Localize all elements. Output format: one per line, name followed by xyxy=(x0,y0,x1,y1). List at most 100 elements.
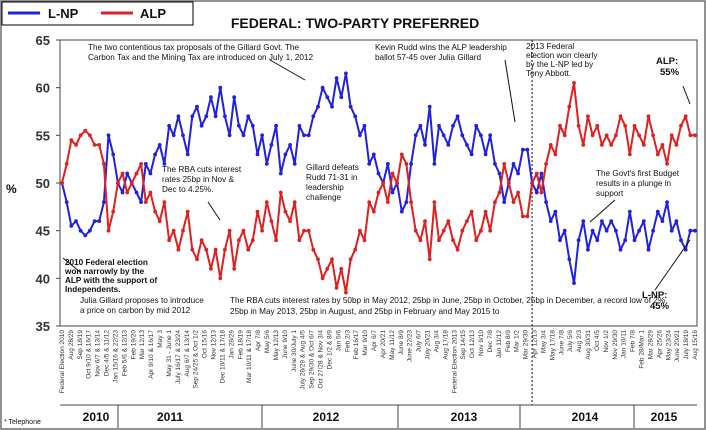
data-point-alp xyxy=(409,200,413,205)
data-point-alp xyxy=(246,247,251,252)
data-point-alp xyxy=(399,152,404,157)
data-point-lnp xyxy=(409,162,413,166)
data-point-lnp xyxy=(213,114,218,119)
data-point-alp xyxy=(674,143,679,147)
x-tick-label: May 3 xyxy=(157,330,164,348)
x-tick-label: Jan 5/6 xyxy=(335,330,342,352)
data-point-lnp xyxy=(218,85,223,90)
data-point-alp xyxy=(520,214,525,219)
data-point-lnp xyxy=(162,162,167,166)
data-point-alp xyxy=(534,171,539,176)
data-point-lnp xyxy=(646,247,651,252)
data-point-lnp xyxy=(227,133,232,138)
data-point-alp xyxy=(446,219,451,224)
annotation-rba-2013-2015: 25bp in May 2013, 25bp in August, and 25… xyxy=(230,307,500,316)
y-tick-label: 35 xyxy=(36,319,50,334)
data-point-lnp xyxy=(404,200,409,205)
x-tick-label: Aug 30/31 xyxy=(585,330,592,360)
data-point-alp xyxy=(64,162,69,166)
data-point-alp xyxy=(358,228,362,233)
data-point-lnp xyxy=(446,143,451,147)
data-point-lnp xyxy=(618,247,623,252)
legend-box xyxy=(1,1,194,26)
data-point-lnp xyxy=(604,228,609,233)
data-point-alp xyxy=(641,143,646,147)
data-point-alp xyxy=(306,228,311,233)
annotation-rudd-wins: Kevin Rudd wins the ALP leadership ballo… xyxy=(375,43,509,62)
data-point-alp xyxy=(367,200,372,205)
data-point-alp xyxy=(162,200,167,205)
data-point-alp xyxy=(344,290,348,295)
x-tick-label: Mar 12/13 xyxy=(139,330,146,360)
data-point-alp xyxy=(148,190,153,195)
data-point-lnp xyxy=(418,123,423,128)
data-point-alp xyxy=(134,171,139,176)
annotation-first-budget-pointer xyxy=(589,199,616,223)
plot-area xyxy=(59,39,698,327)
data-point-lnp xyxy=(283,152,288,157)
data-point-alp xyxy=(78,133,83,138)
data-point-alp xyxy=(581,143,586,147)
data-point-alp xyxy=(576,123,581,128)
data-point-alp xyxy=(278,190,283,195)
data-point-lnp xyxy=(455,114,460,119)
x-tick-label: Oct 9/10 & 16/17 xyxy=(86,330,93,379)
x-tick-label: July 20/21 xyxy=(425,330,432,360)
data-point-alp xyxy=(497,190,502,195)
data-point-alp xyxy=(69,138,74,143)
data-point-lnp xyxy=(176,114,181,119)
data-point-alp xyxy=(637,133,641,138)
data-point-lnp xyxy=(525,147,530,152)
data-point-alp xyxy=(157,219,162,224)
data-point-lnp xyxy=(316,104,320,109)
data-point-alp xyxy=(604,133,609,138)
data-point-alp xyxy=(320,276,325,281)
x-tick-label: Feb 7/8 xyxy=(630,330,637,352)
data-point-alp xyxy=(502,162,507,166)
data-point-lnp xyxy=(665,200,669,205)
x-tick-label: May 3/4 xyxy=(540,330,547,354)
data-point-alp xyxy=(199,238,204,243)
data-point-alp xyxy=(274,238,278,243)
data-point-alp xyxy=(348,257,353,262)
x-tick-label: Aug 2/3 xyxy=(576,330,583,353)
x-tick-label: May 23/24 xyxy=(665,330,672,361)
data-point-lnp xyxy=(237,123,241,128)
data-point-lnp xyxy=(78,228,83,233)
data-point-alp xyxy=(618,114,623,119)
data-point-alp xyxy=(493,200,497,205)
data-point-lnp xyxy=(581,219,586,224)
footnote: * Telephone xyxy=(4,419,41,426)
data-point-lnp xyxy=(223,114,227,119)
data-point-lnp xyxy=(74,219,78,224)
data-point-alp xyxy=(539,190,544,195)
data-point-lnp xyxy=(311,114,316,119)
data-point-alp xyxy=(553,152,558,157)
data-point-alp xyxy=(97,143,102,147)
end-label-alp: ALP: 55% xyxy=(656,56,681,78)
data-point-alp xyxy=(209,266,213,271)
data-point-alp xyxy=(218,276,223,281)
data-point-alp xyxy=(102,162,106,166)
data-point-alp xyxy=(60,181,64,185)
data-point-lnp xyxy=(614,228,618,233)
x-tick-label: July 18/19 xyxy=(683,330,690,360)
data-point-lnp xyxy=(362,123,367,128)
x-tick-label: Federal Election 2010 xyxy=(59,330,66,394)
x-tick-label: Mar 28/29 xyxy=(647,330,654,360)
data-point-lnp xyxy=(92,219,97,224)
data-point-lnp xyxy=(250,123,255,128)
data-point-alp xyxy=(241,228,246,233)
data-point-lnp xyxy=(157,143,162,147)
data-point-lnp xyxy=(278,171,283,176)
data-point-alp xyxy=(646,114,651,119)
x-tick-label: Jan 28/29 xyxy=(228,330,235,359)
data-point-alp xyxy=(451,238,455,243)
data-point-alp xyxy=(311,247,316,252)
x-tick-label: Nov 9/10 xyxy=(478,330,485,356)
data-point-lnp xyxy=(562,228,567,233)
data-point-lnp xyxy=(558,238,562,243)
data-point-alp xyxy=(111,209,116,214)
data-point-lnp xyxy=(143,162,148,166)
data-point-lnp xyxy=(674,219,679,224)
